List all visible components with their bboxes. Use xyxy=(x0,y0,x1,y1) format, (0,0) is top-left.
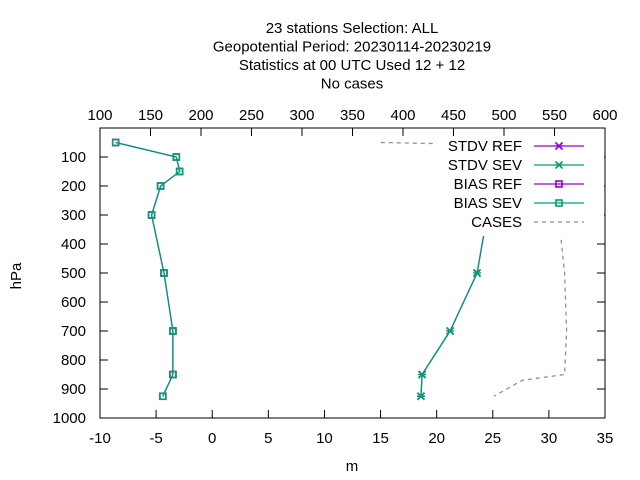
x-axis-label: m xyxy=(346,458,359,475)
x-tick-label: -5 xyxy=(149,430,162,447)
x2-tick-label: 250 xyxy=(239,107,264,124)
data-point xyxy=(169,327,177,335)
axis-ticks: -10 -5 0 5 10 15 20 25 30 35 100 150 200 250 300 350 400… xyxy=(53,107,618,447)
data-point xyxy=(555,180,563,188)
data-point xyxy=(160,269,168,277)
y-tick-label: 200 xyxy=(61,178,86,195)
x2-tick-label: 500 xyxy=(491,107,516,124)
data-point xyxy=(554,141,564,151)
x-tick-label: 30 xyxy=(541,430,558,447)
x-tick-label: 0 xyxy=(208,430,216,447)
x-tick-label: 20 xyxy=(428,430,445,447)
data-point xyxy=(416,392,426,401)
data-point xyxy=(555,199,563,207)
series-line xyxy=(115,141,181,397)
series-bias-sev xyxy=(111,138,184,401)
x2-tick-label: 550 xyxy=(542,107,567,124)
series-line xyxy=(115,141,181,397)
x-tick-label: 15 xyxy=(372,430,389,447)
x-tick-label: 5 xyxy=(264,430,272,447)
data-point xyxy=(111,138,120,147)
legend-item: STDV REF xyxy=(448,138,584,155)
data-point xyxy=(156,182,165,190)
series-bias-ref xyxy=(111,138,184,401)
x2-tick-label: 100 xyxy=(87,107,112,124)
y-tick-label: 400 xyxy=(61,236,86,253)
x2-tick-label: 150 xyxy=(138,107,163,124)
legend-label: STDV SEV xyxy=(448,157,522,174)
data-point xyxy=(175,167,184,176)
data-point xyxy=(172,153,181,161)
y-tick-label: 700 xyxy=(61,323,86,340)
x-tick-label: -10 xyxy=(89,430,111,447)
data-point xyxy=(418,370,427,379)
data-point xyxy=(446,326,455,336)
legend-label: CASES xyxy=(471,214,522,231)
x-tick-label: 25 xyxy=(484,430,501,447)
y-tick-label: 100 xyxy=(61,149,86,166)
y-tick-label: 1000 xyxy=(53,410,86,427)
title-line: No cases xyxy=(321,76,384,93)
x-tick-label: 35 xyxy=(597,430,614,447)
chart-title: 23 stations Selection: ALL Geopotential P… xyxy=(213,20,491,93)
legend: STDV REF STDV SEV BIAS REF BIAS SEV CASES xyxy=(436,136,604,236)
x2-tick-label: 600 xyxy=(592,107,617,124)
y-axis-label: hPa xyxy=(8,262,25,289)
legend-label: STDV REF xyxy=(448,138,522,155)
title-line: Geopotential Period: 20230114-20230219 xyxy=(213,39,491,56)
x2-tick-label: 200 xyxy=(188,107,213,124)
legend-label: BIAS SEV xyxy=(454,195,522,212)
x2-tick-label: 300 xyxy=(289,107,314,124)
x2-tick-label: 400 xyxy=(390,107,415,124)
x-tick-label: 10 xyxy=(316,430,333,447)
legend-background xyxy=(436,136,604,236)
y-tick-label: 800 xyxy=(61,352,86,369)
data-point xyxy=(159,392,167,401)
data-point xyxy=(473,268,482,278)
title-line: 23 stations Selection: ALL xyxy=(266,20,439,37)
y-tick-label: 900 xyxy=(61,381,86,398)
y-tick-label: 300 xyxy=(61,207,86,224)
legend-item: BIAS SEV xyxy=(454,195,584,212)
legend-item: STDV SEV xyxy=(448,157,584,174)
title-line: Statistics at 00 UTC Used 12 + 12 xyxy=(239,57,465,74)
legend-item: CASES xyxy=(471,214,584,231)
data-point xyxy=(147,211,156,219)
y-tick-label: 600 xyxy=(61,294,86,311)
y-tick-label: 500 xyxy=(61,265,86,282)
legend-label: BIAS REF xyxy=(454,176,522,193)
legend-item: BIAS REF xyxy=(454,176,584,193)
data-point xyxy=(169,370,177,379)
x2-tick-label: 350 xyxy=(340,107,365,124)
data-point xyxy=(554,160,564,170)
x2-tick-label: 450 xyxy=(441,107,466,124)
